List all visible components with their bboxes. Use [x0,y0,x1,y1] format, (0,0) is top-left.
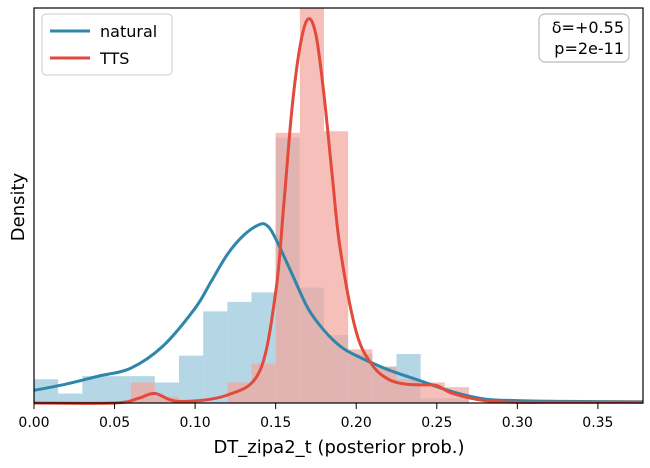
x-tick-label: 0.05 [99,415,130,431]
legend: natural TTS [41,13,173,76]
natural-bar [203,311,228,403]
tts-bar [299,8,324,403]
legend-label-natural: natural [100,22,157,41]
x-tick-label: 0.25 [421,415,452,431]
stats-pvalue: p=2e-11 [554,39,624,58]
natural-bar [58,393,83,403]
x-tick-label: 0.20 [341,415,372,431]
x-tick-label: 0.15 [260,415,291,431]
stats-annotation-box: δ=+0.55 p=2e-11 [538,13,630,63]
x-tick-label: 0.35 [582,415,613,431]
legend-label-tts: TTS [99,49,129,68]
x-tick-label: 0.00 [18,415,49,431]
tts-bar [251,363,276,403]
stats-delta: δ=+0.55 [552,18,624,37]
x-axis-ticks: 0.00 0.05 0.10 0.15 0.20 0.25 0.30 0.35 [18,403,613,431]
natural-bar [179,355,204,403]
tts-kde-line [33,17,643,405]
y-axis-label: Density [8,172,29,241]
x-axis-label: DT_zipa2_t (posterior prob.) [213,437,464,458]
tts-histogram-bars [130,8,469,404]
plot-frame [33,7,644,404]
natural-bar [34,379,59,403]
natural-bar [106,376,131,403]
natural-kde-line [33,222,644,404]
x-tick-label: 0.30 [502,415,533,431]
x-tick-label: 0.10 [180,415,211,431]
natural-histogram-bars [34,137,469,403]
